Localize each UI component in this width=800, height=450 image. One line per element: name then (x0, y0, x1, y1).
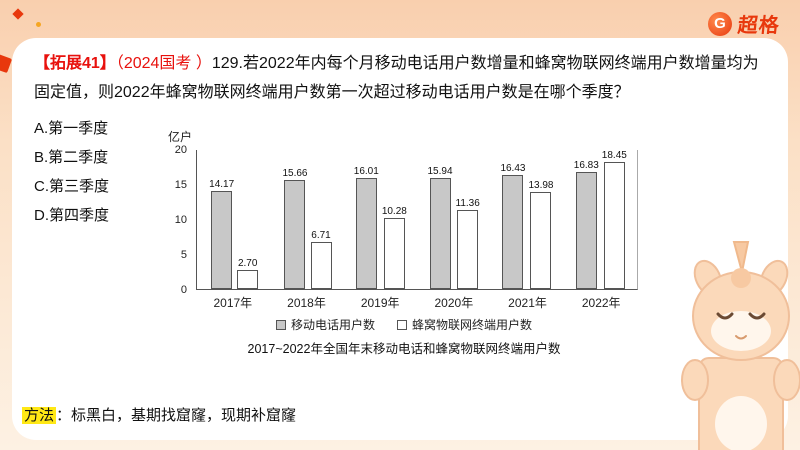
bar-wrap: 13.98 (528, 150, 554, 289)
x-axis: 2017年 2018年 2019年 2020年 2021年 2022年 (196, 294, 638, 311)
option-a: A.第一季度 (34, 120, 109, 137)
answer-options: A.第一季度 B.第二季度 C.第三季度 D.第四季度 (34, 114, 109, 230)
option-b: B.第二季度 (34, 149, 109, 166)
y-axis-unit-label: 亿户 (168, 130, 193, 144)
bar-mobile-users (502, 174, 524, 289)
bar-iot-users (310, 242, 332, 289)
bar-chart: 亿户 0 5 10 15 20 14.17 2.70 15.66 6.71 16.01 10.28… (166, 128, 642, 370)
decoration-diamond (12, 8, 24, 20)
bar-wrap: 16.01 (354, 150, 379, 289)
legend-item: 移动电话用户数 (275, 316, 375, 333)
bar-value-label: 11.36 (455, 198, 480, 210)
bar-group: 14.17 2.70 (197, 150, 270, 289)
x-category-label: 2020年 (434, 296, 474, 310)
bar-value-label: 16.83 (573, 160, 599, 172)
legend-swatch (397, 319, 407, 330)
decoration-edge-shape (0, 53, 13, 74)
question-text: 【拓展41】（2024国考 ）129.若2022年内每个月移动电话用户数增量和蜂… (34, 50, 770, 108)
bar-mobile-users (575, 172, 597, 289)
bar-wrap: 6.71 (310, 150, 332, 289)
bar-wrap: 11.36 (456, 150, 480, 289)
bar-group: 16.43 13.98 (490, 150, 563, 289)
legend-label: 移动电话用户数 (290, 318, 375, 332)
bar-iot-users (603, 162, 625, 289)
bar-wrap: 16.43 (500, 150, 525, 289)
question-body: 129.若2022年内每个月移动电话用户数增量和蜂窝物联网终端用户数增量均为固定… (34, 55, 759, 101)
bar-wrap: 15.94 (427, 150, 453, 289)
bar-wrap: 10.28 (382, 150, 407, 289)
chart-legend: 移动电话用户数 蜂窝物联网终端用户数 (166, 316, 642, 333)
bar-group: 15.66 6.71 (270, 150, 343, 289)
method-text: ：标黑白，基期找窟窿，现期补窟窿 (56, 407, 297, 424)
x-category-label: 2019年 (360, 296, 400, 310)
legend-label: 蜂窝物联网终端用户数 (412, 318, 533, 332)
x-category-label: 2021年 (508, 296, 547, 310)
decoration-dot (36, 22, 41, 27)
method-label: 方法 (22, 407, 57, 424)
bar-iot-users (383, 217, 405, 289)
y-axis: 0 5 10 15 20 (166, 144, 194, 296)
brand-logo-icon: G (708, 11, 732, 36)
bar-value-label: 13.98 (528, 179, 554, 191)
bar-group: 15.94 11.36 (417, 150, 490, 289)
legend-swatch (275, 319, 286, 330)
bar-value-label: 16.01 (353, 165, 379, 177)
bar-wrap: 14.17 (209, 150, 234, 289)
y-tick-label: 20 (174, 144, 187, 156)
question-exam-source: （2024国考 ） (115, 55, 212, 72)
bar-mobile-users (284, 180, 306, 289)
y-tick-label: 15 (174, 179, 187, 191)
bar-iot-users (237, 270, 259, 289)
bar-value-label: 2.70 (237, 258, 258, 270)
bar-iot-users (457, 210, 479, 289)
method-note: 方法 ：标黑白，基期找窟窿，现期补窟窿 (22, 404, 296, 425)
bar-iot-users (530, 191, 552, 289)
x-category-label: 2017年 (213, 296, 253, 310)
legend-item: 蜂窝物联网终端用户数 (397, 316, 532, 333)
bar-value-label: 18.45 (601, 150, 627, 161)
chart-title: 2017~2022年全国年末移动电话和蜂窝物联网终端用户数 (247, 342, 561, 356)
bar-mobile-users (429, 178, 451, 289)
y-tick-label: 5 (180, 249, 187, 261)
bar-wrap: 16.83 (574, 150, 599, 289)
bar-value-label: 6.71 (311, 230, 331, 242)
brand-logo-text: 超格 (736, 15, 781, 37)
bar-wrap: 18.45 (602, 150, 627, 289)
bar-mobile-users (211, 190, 233, 289)
option-c: C.第三季度 (34, 178, 110, 195)
bar-group: 16.83 18.45 (564, 150, 637, 289)
bar-group: 16.01 10.28 (344, 150, 417, 289)
brand-logo: G 超格 (708, 9, 781, 38)
bar-value-label: 16.43 (500, 162, 526, 174)
plot-area: 14.17 2.70 15.66 6.71 16.01 10.28 15.94 11.36 16… (196, 150, 638, 290)
question-tag: 【拓展41】 (34, 55, 116, 72)
bar-wrap: 15.66 (282, 150, 308, 289)
y-tick-label: 10 (174, 214, 187, 226)
y-tick-label: 0 (180, 284, 187, 296)
x-category-label: 2022年 (581, 296, 621, 310)
option-d: D.第四季度 (34, 207, 110, 224)
x-category-label: 2018年 (287, 296, 326, 310)
bar-value-label: 14.17 (209, 178, 235, 190)
bar-wrap: 2.70 (237, 150, 259, 289)
bar-value-label: 15.94 (427, 166, 453, 178)
bar-value-label: 15.66 (282, 168, 308, 180)
bar-mobile-users (355, 177, 377, 289)
bar-value-label: 10.28 (381, 205, 407, 217)
